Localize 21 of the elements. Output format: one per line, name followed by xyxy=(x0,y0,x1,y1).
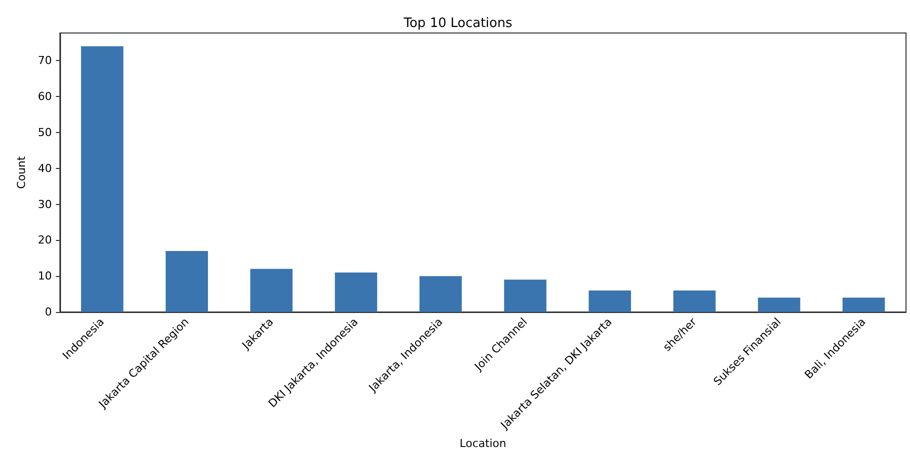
bar xyxy=(673,290,716,312)
y-tick-label: 10 xyxy=(38,270,52,283)
bar xyxy=(504,280,546,312)
y-tick-label: 60 xyxy=(38,90,52,104)
x-axis-title: Location xyxy=(460,437,506,450)
bar xyxy=(81,46,124,312)
y-tick-label: 30 xyxy=(38,198,52,211)
bar xyxy=(250,268,293,312)
bar xyxy=(588,290,632,312)
y-tick-label: 40 xyxy=(38,162,52,175)
bar xyxy=(758,298,800,312)
bar xyxy=(334,272,378,312)
chart-title: Top 10 Locations xyxy=(402,16,512,31)
bar xyxy=(842,298,885,312)
bar xyxy=(419,276,462,312)
y-axis-title: Count xyxy=(15,155,28,189)
y-tick-label: 50 xyxy=(38,126,52,139)
y-tick-label: 20 xyxy=(38,234,52,247)
y-tick-label: 0 xyxy=(44,306,52,319)
bar xyxy=(166,250,208,312)
y-tick-label: 70 xyxy=(38,54,52,68)
